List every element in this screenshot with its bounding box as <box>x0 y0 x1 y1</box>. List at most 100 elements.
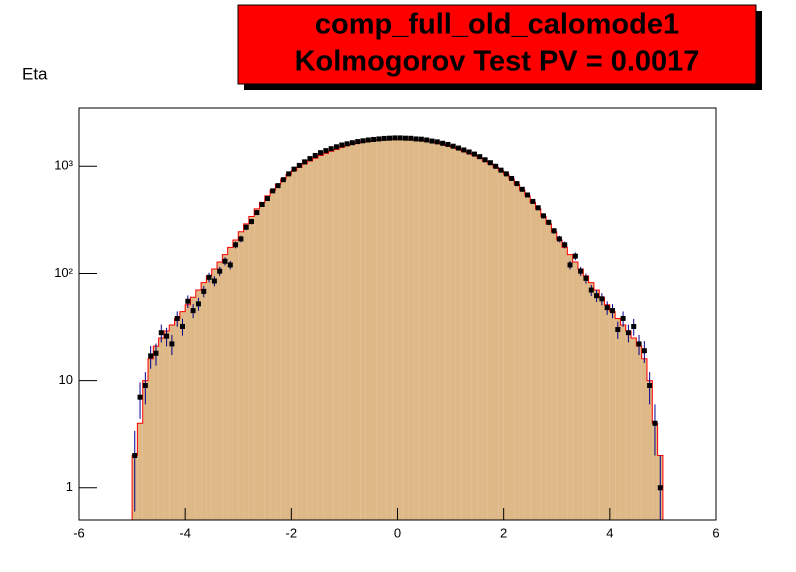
histogram-bar <box>567 254 573 520</box>
histogram-bar <box>450 147 456 520</box>
histogram-bar <box>328 151 334 520</box>
data-point <box>222 258 228 264</box>
data-point <box>344 141 350 147</box>
data-point <box>514 181 520 187</box>
histogram-bar <box>413 139 419 520</box>
histogram-bar <box>392 138 398 520</box>
histogram-bar <box>583 275 589 520</box>
x-tick-label: 0 <box>394 525 401 540</box>
data-point <box>174 315 180 321</box>
data-point <box>328 146 334 152</box>
data-point <box>583 275 589 281</box>
histogram-bar <box>471 155 478 520</box>
data-point <box>217 268 223 274</box>
data-point <box>578 268 584 274</box>
histogram-bar <box>562 247 568 520</box>
data-point <box>567 262 573 268</box>
histogram-bar <box>286 174 292 520</box>
histogram-bar <box>185 304 191 520</box>
histogram-bar <box>195 290 202 520</box>
data-point <box>609 308 615 314</box>
data-point <box>360 138 366 144</box>
data-point <box>233 242 239 248</box>
histogram-bar <box>142 380 149 520</box>
data-point <box>158 330 164 336</box>
data-point <box>509 175 515 181</box>
histogram-bar <box>593 290 600 520</box>
x-tick-label: 4 <box>606 525 613 540</box>
data-point <box>429 138 435 144</box>
histogram-bar <box>386 139 393 520</box>
data-point <box>280 177 286 183</box>
histogram-bar <box>243 223 249 520</box>
histogram-bar <box>503 174 509 520</box>
histogram-bar <box>232 240 239 520</box>
histogram-bar <box>344 145 350 520</box>
data-point <box>556 236 562 242</box>
data-point <box>333 144 339 150</box>
data-point <box>318 150 324 156</box>
data-point <box>254 210 260 216</box>
data-point <box>190 308 196 314</box>
histogram-bar <box>339 147 345 520</box>
histogram-bar <box>270 190 276 520</box>
data-point <box>540 213 546 219</box>
data-point <box>243 224 249 230</box>
data-point <box>450 143 456 149</box>
data-point <box>493 163 499 169</box>
data-point <box>440 140 446 146</box>
data-point <box>365 137 371 143</box>
histogram-bar <box>402 139 409 520</box>
data-point <box>195 301 201 307</box>
histogram-bar <box>424 140 430 520</box>
data-point <box>169 341 175 347</box>
x-tick-label: 6 <box>712 525 719 540</box>
data-point <box>376 136 382 142</box>
data-point <box>307 156 313 162</box>
data-point <box>503 171 509 177</box>
data-point <box>339 142 345 148</box>
data-point <box>312 153 318 159</box>
histogram-bar <box>546 223 552 520</box>
histogram-bar <box>227 247 233 520</box>
data-point <box>323 148 329 154</box>
histogram-bar <box>317 155 324 520</box>
data-point <box>291 166 297 172</box>
histogram-bar <box>625 331 632 520</box>
data-point <box>599 296 605 302</box>
histogram-bar <box>307 161 313 520</box>
data-point <box>477 154 483 160</box>
data-point <box>211 278 217 284</box>
histogram-bar <box>641 358 647 520</box>
data-point <box>201 288 207 294</box>
histogram-bar <box>190 297 196 520</box>
histogram-bar <box>211 269 218 520</box>
histogram-bar <box>222 254 228 520</box>
histogram-bar <box>461 151 467 520</box>
data-point <box>418 136 424 142</box>
data-point <box>413 136 419 142</box>
histogram-bar <box>238 231 244 520</box>
data-point <box>402 135 408 141</box>
histogram-bar <box>333 149 340 520</box>
histogram-bar <box>572 261 578 520</box>
data-point <box>227 262 233 268</box>
data-point <box>296 162 302 168</box>
data-point <box>355 139 361 145</box>
data-point <box>132 452 138 458</box>
histogram-bar <box>524 195 531 520</box>
histogram-bar <box>508 179 515 520</box>
y-tick-label: 1 <box>66 479 73 494</box>
histogram-bar <box>519 190 525 520</box>
histogram-bar <box>381 139 387 520</box>
data-point <box>519 186 525 192</box>
histogram-bar <box>477 158 483 520</box>
data-point <box>249 219 255 225</box>
histogram-bar <box>408 139 414 520</box>
data-point <box>652 420 658 426</box>
histogram-outline <box>79 138 716 520</box>
histogram-bar <box>169 325 175 520</box>
histogram-bar <box>540 216 547 520</box>
histogram-bar <box>434 142 440 520</box>
